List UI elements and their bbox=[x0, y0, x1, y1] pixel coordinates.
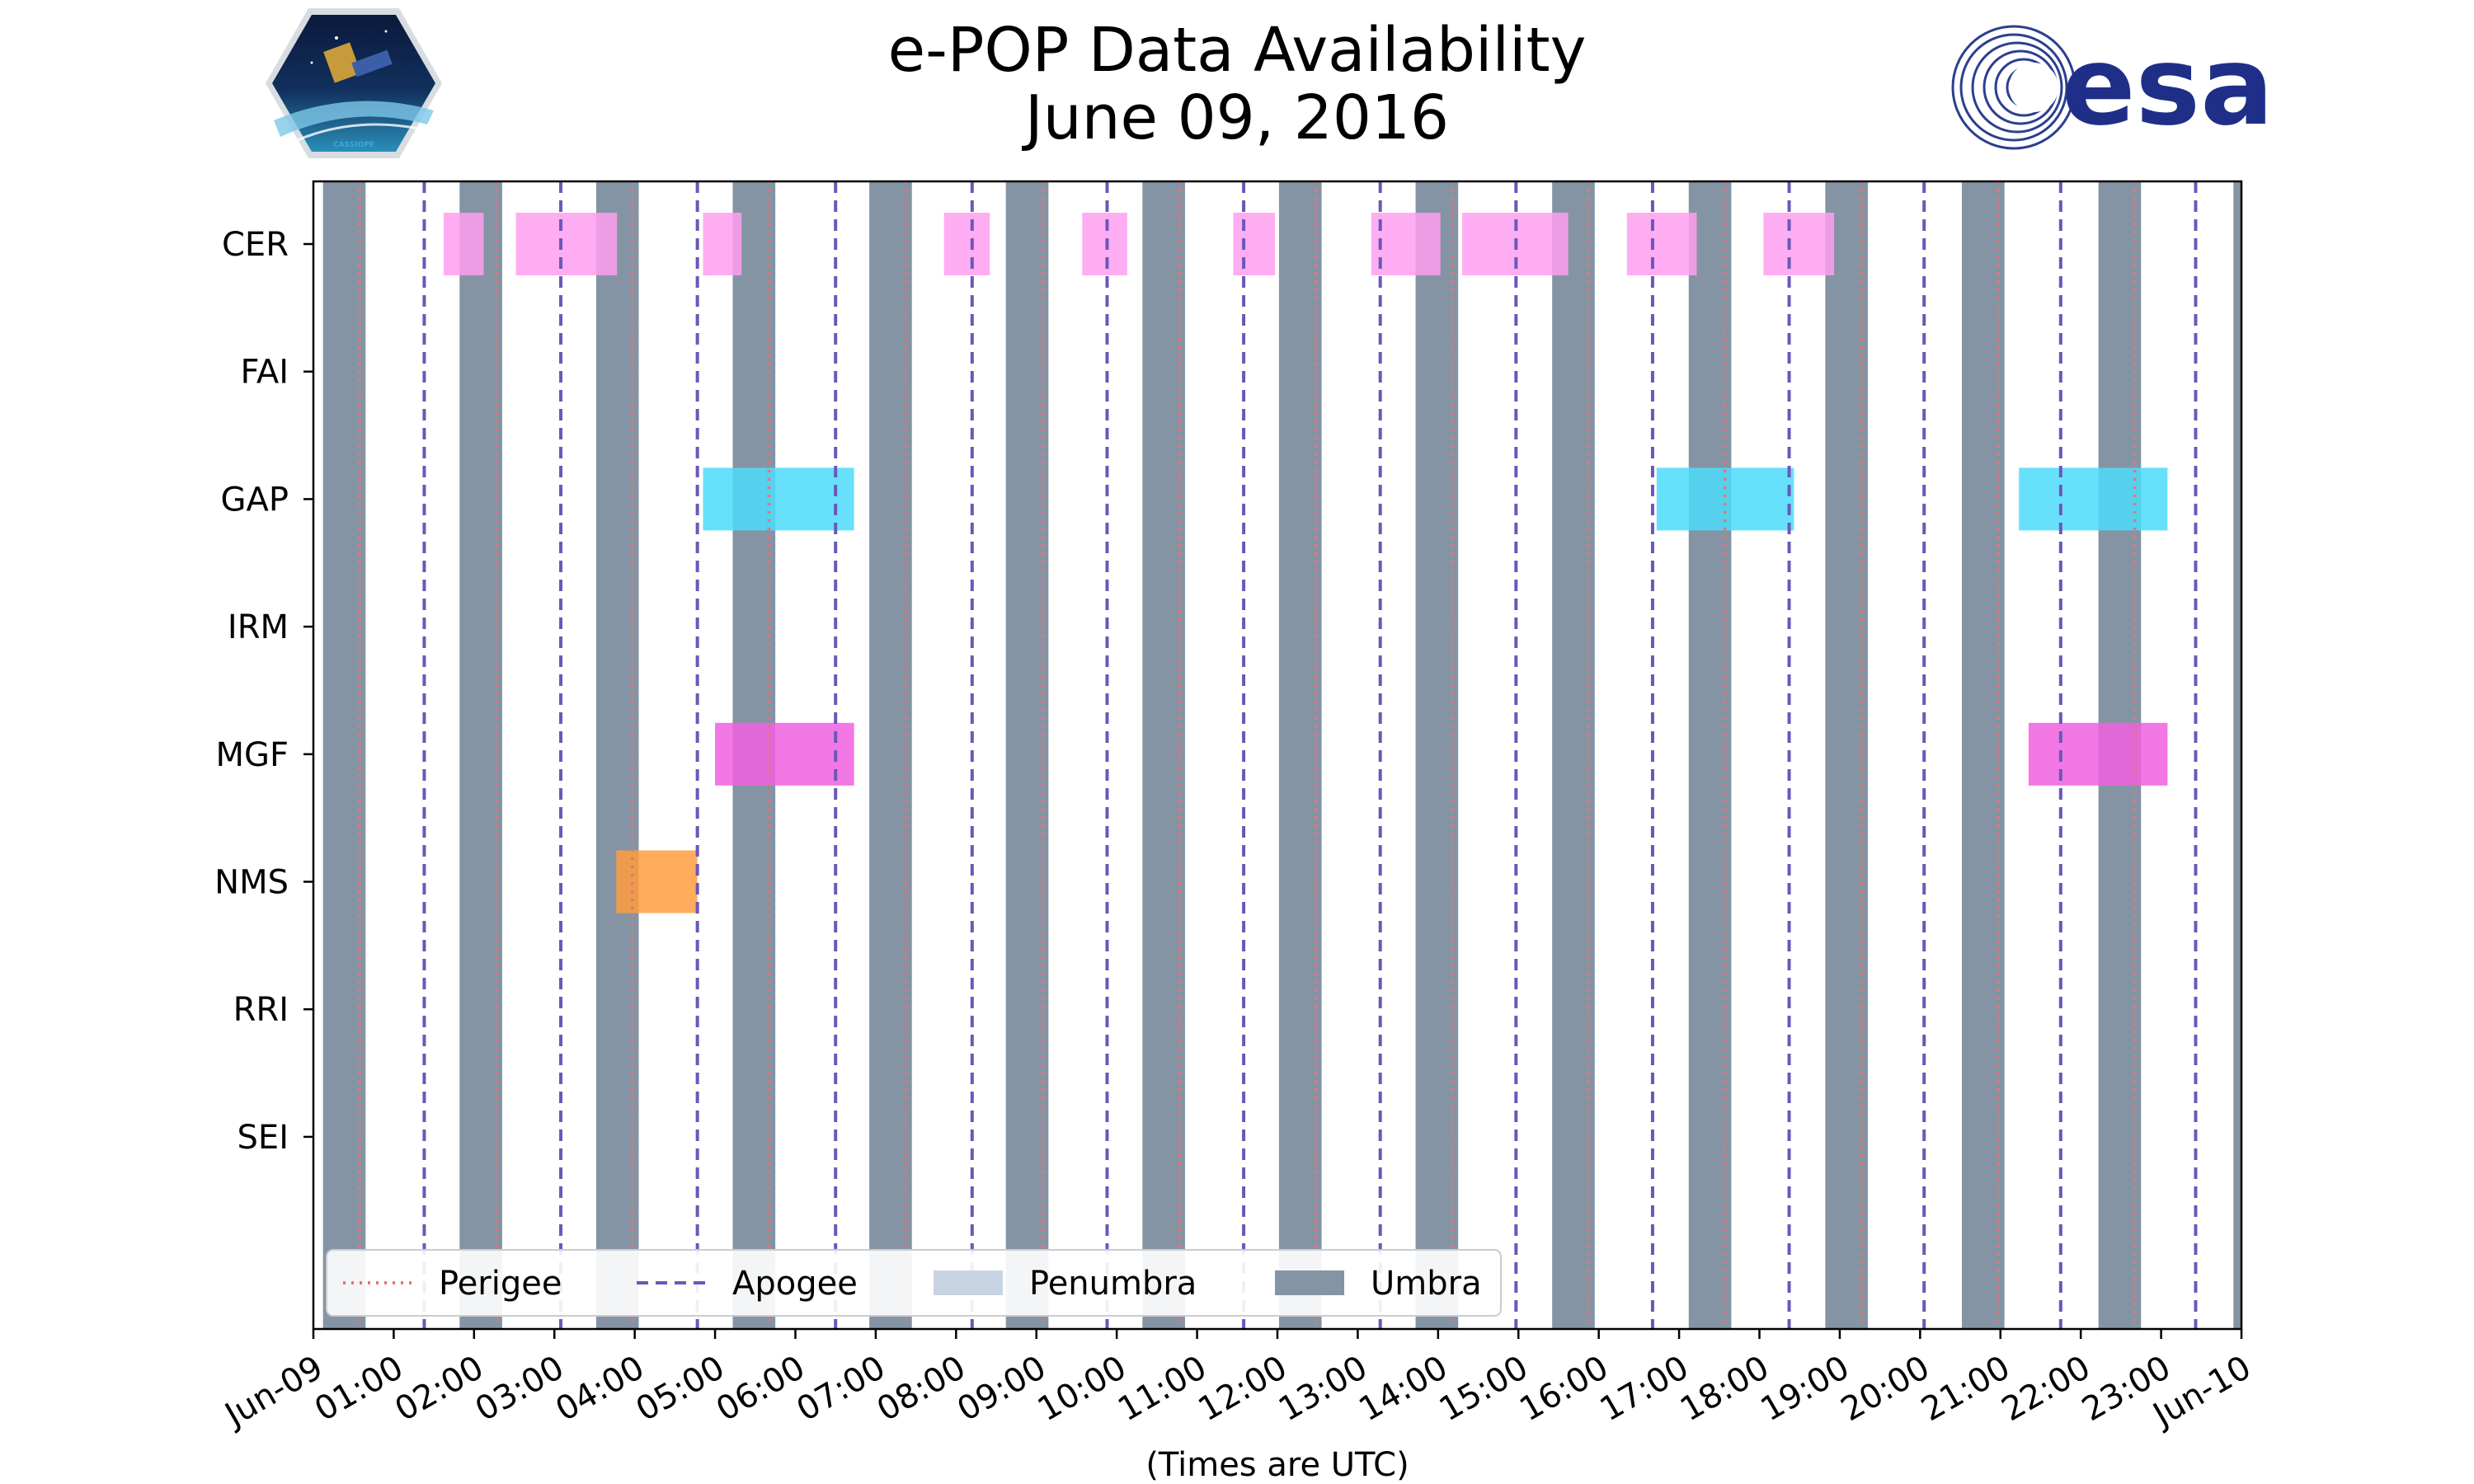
legend-box bbox=[326, 1249, 1502, 1317]
chart-subtitle: June 09, 2016 bbox=[1024, 82, 1450, 153]
bar-gap-2 bbox=[2019, 467, 2168, 531]
x-tick-label-0: Jun-09 bbox=[217, 1349, 329, 1435]
legend-label-perigee: Perigee bbox=[439, 1265, 562, 1303]
umbra-band-9 bbox=[1552, 181, 1595, 1329]
bar-nms-0 bbox=[616, 850, 698, 913]
legend-label-umbra: Umbra bbox=[1371, 1265, 1482, 1303]
umbra-layer bbox=[322, 181, 2241, 1329]
legend-swatch-umbra bbox=[1275, 1270, 1344, 1295]
umbra-band-6 bbox=[1142, 181, 1185, 1329]
umbra-band-14 bbox=[2233, 181, 2241, 1329]
bar-mgf-0 bbox=[715, 722, 854, 786]
esa-logo-text: esa bbox=[2062, 23, 2274, 150]
umbra-band-2 bbox=[595, 181, 639, 1329]
chart-title-block: e-POP Data Availability June 09, 2016 bbox=[0, 16, 2474, 152]
x-tick-label-3: 03:00 bbox=[469, 1349, 571, 1429]
bar-gap-0 bbox=[703, 467, 854, 531]
x-tick-label-22: 22:00 bbox=[1996, 1349, 2097, 1429]
y-tick-label-nms: NMS bbox=[214, 864, 289, 902]
legend-swatch-penumbra bbox=[934, 1270, 1003, 1295]
bar-cer-5 bbox=[1233, 213, 1276, 275]
x-tick-label-17: 17:00 bbox=[1594, 1349, 1696, 1429]
y-tick-label-gap: GAP bbox=[221, 481, 289, 519]
y-tick-label-mgf: MGF bbox=[215, 736, 289, 774]
bar-cer-8 bbox=[1626, 213, 1697, 275]
umbra-band-11 bbox=[1825, 181, 1869, 1329]
umbra-band-0 bbox=[322, 181, 366, 1329]
x-tick-label-8: 08:00 bbox=[871, 1349, 972, 1429]
umbra-band-10 bbox=[1688, 181, 1732, 1329]
x-tick-label-6: 06:00 bbox=[710, 1349, 811, 1429]
y-axis: CER FAI GAP IRM MGF NMS RRI SEI bbox=[214, 226, 313, 1157]
x-tick-label-20: 20:00 bbox=[1835, 1349, 1936, 1429]
x-tick-label-5: 05:00 bbox=[630, 1349, 731, 1429]
x-tick-label-7: 07:00 bbox=[790, 1349, 891, 1429]
esa-logo: esa bbox=[1951, 23, 2274, 150]
bar-cer-2 bbox=[703, 213, 742, 275]
x-tick-label-13: 13:00 bbox=[1272, 1349, 1374, 1429]
y-tick-label-rri: RRI bbox=[233, 991, 289, 1029]
y-tick-label-irm: IRM bbox=[228, 608, 289, 646]
umbra-band-1 bbox=[459, 181, 502, 1329]
bar-cer-9 bbox=[1763, 213, 1835, 275]
cassiope-logo-text: CASSIOPE bbox=[333, 141, 374, 149]
x-tick-label-14: 14:00 bbox=[1352, 1349, 1454, 1429]
legend-label-penumbra: Penumbra bbox=[1029, 1265, 1197, 1303]
bar-cer-6 bbox=[1371, 213, 1441, 275]
y-tick-label-cer: CER bbox=[222, 226, 289, 264]
x-tick-label-12: 12:00 bbox=[1192, 1349, 1294, 1429]
bar-cer-1 bbox=[515, 213, 618, 275]
umbra-band-4 bbox=[869, 181, 912, 1329]
x-tick-label-18: 18:00 bbox=[1674, 1349, 1776, 1429]
umbra-band-12 bbox=[1961, 181, 2005, 1329]
bar-mgf-1 bbox=[2028, 722, 2168, 786]
x-tick-label-4: 04:00 bbox=[549, 1349, 651, 1429]
orbit-lines bbox=[357, 181, 2198, 1329]
umbra-band-8 bbox=[1415, 181, 1459, 1329]
umbra-band-5 bbox=[1005, 181, 1049, 1329]
x-tick-label-9: 09:00 bbox=[951, 1349, 1052, 1429]
bar-cer-3 bbox=[943, 213, 990, 275]
legend: Perigee Apogee Penumbra Umbra bbox=[326, 1249, 1502, 1317]
x-tick-label-16: 16:00 bbox=[1513, 1349, 1615, 1429]
x-axis-label: (Times are UTC) bbox=[1145, 1446, 1409, 1484]
x-tick-label-1: 01:00 bbox=[308, 1349, 410, 1429]
x-tick-label-11: 11:00 bbox=[1112, 1349, 1213, 1429]
bar-cer-0 bbox=[443, 213, 484, 275]
x-tick-label-15: 15:00 bbox=[1433, 1349, 1535, 1429]
bar-cer-4 bbox=[1082, 213, 1127, 275]
y-tick-label-fai: FAI bbox=[241, 354, 289, 392]
y-tick-label-sei: SEI bbox=[238, 1119, 289, 1157]
legend-label-apogee: Apogee bbox=[732, 1265, 858, 1303]
x-tick-label-10: 10:00 bbox=[1032, 1349, 1133, 1429]
cassiope-logo: CASSIOPE bbox=[266, 8, 442, 158]
x-axis: Jun-0901:0002:0003:0004:0005:0006:0007:0… bbox=[217, 1329, 2257, 1435]
x-tick-label-21: 21:00 bbox=[1915, 1349, 2016, 1429]
chart-title: e-POP Data Availability bbox=[887, 15, 1587, 86]
x-tick-label-2: 02:00 bbox=[388, 1349, 490, 1429]
x-tick-label-19: 19:00 bbox=[1754, 1349, 1856, 1429]
umbra-band-7 bbox=[1278, 181, 1322, 1329]
